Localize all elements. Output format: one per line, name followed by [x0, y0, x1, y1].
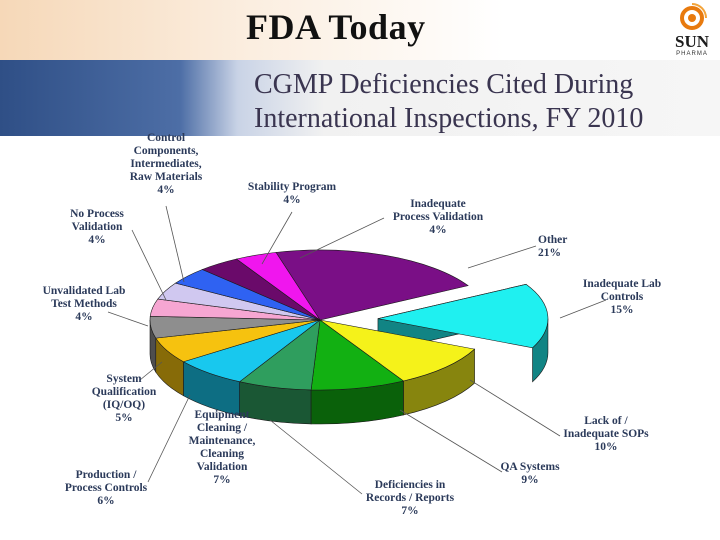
chart-title-band — [0, 60, 720, 136]
slice-label-no-process-validation: No Process Validation 4% — [70, 208, 124, 246]
header-band — [0, 0, 720, 60]
pie-slice-other — [275, 249, 469, 321]
slice-label-equipment-cleaning-maintenance-cleaning-validation: Equipment Cleaning / Maintenance, Cleaning V… — [189, 409, 256, 486]
leader-line-no-process-validation — [131, 229, 167, 301]
pie-slice-lack-of-inadequate-sops — [319, 319, 476, 382]
leader-line-production-process-controls — [147, 394, 191, 483]
slice-label-unvalidated-lab-test-methods: Unvalidated Lab Test Methods 4% — [43, 285, 126, 323]
slice-label-stability-program: Stability Program 4% — [248, 181, 337, 206]
slice-label-control-components-intermediates-raw-materials: Control Components, Intermediates, Raw Mate… — [130, 132, 203, 196]
pie-slices — [149, 249, 549, 391]
slice-label-inadequate-lab-controls: Inadequate Lab Controls 15% — [583, 278, 661, 316]
pie-slice-inadequate-process-validation — [235, 252, 321, 321]
company-logo: SUN PHARMA — [666, 2, 718, 60]
logo-subtext: PHARMA — [676, 51, 708, 57]
leader-line-deficiencies-in-records-reports — [269, 419, 363, 495]
slice-label-production-process-controls: Production / Process Controls 6% — [65, 469, 148, 507]
leader-line-lack-of-inadequate-sops — [469, 379, 561, 437]
chart-title: CGMP Deficiencies Cited During Internati… — [254, 69, 644, 134]
leader-line-control-components-intermediates-raw-materials — [165, 205, 185, 283]
pie-labels: Other 21% Inadequate Lab Controls 15% Lack of… — [43, 132, 662, 517]
pie-slice-inadequate-lab-controls — [377, 283, 549, 349]
leader-line-unvalidated-lab-test-methods — [107, 311, 149, 327]
leader-line-qa-systems — [399, 409, 503, 473]
slice-label-lack-of-inadequate-sops: Lack of / Inadequate SOPs 10% — [563, 415, 649, 453]
sun-logo-icon — [680, 3, 707, 30]
logo-wordmark: SUN — [674, 32, 709, 51]
leader-line-stability-program — [261, 211, 293, 265]
slice-label-other: Other 21% — [538, 234, 567, 259]
leader-line-inadequate-lab-controls — [559, 299, 607, 319]
pie-slice-qa-systems — [310, 319, 405, 391]
leader-line-system-qualification-iq-oq — [139, 361, 163, 381]
slice-label-inadequate-process-validation: Inadequate Process Validation 4% — [393, 198, 484, 236]
leader-line-inadequate-process-validation — [299, 217, 385, 259]
slide-title: FDA Today — [246, 7, 426, 47]
slice-label-qa-systems: QA Systems 9% — [500, 461, 560, 486]
leader-line-other — [467, 245, 537, 269]
slice-label-system-qualification-iq-oq: System Qualification (IQ/OQ) 5% — [92, 373, 157, 424]
slice-label-deficiencies-in-records-reports: Deficiencies in Records / Reports 7% — [366, 479, 455, 517]
